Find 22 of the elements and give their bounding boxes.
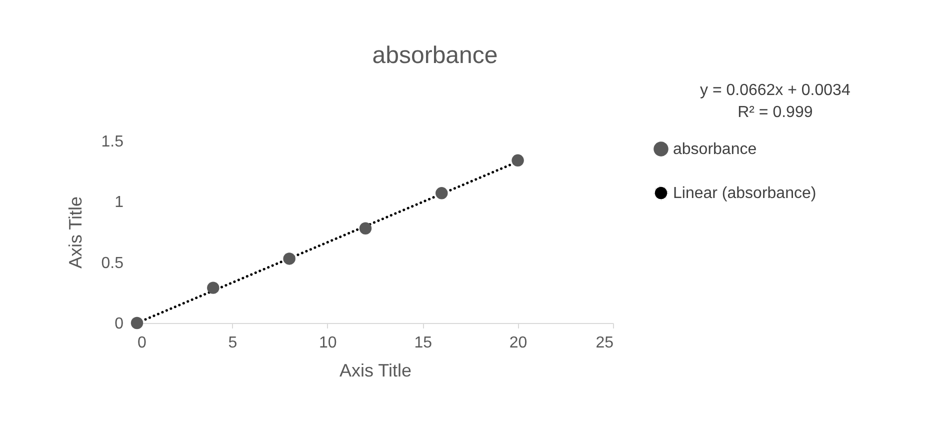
legend-label: absorbance	[673, 141, 757, 158]
equation-text: y = 0.0662x + 0.0034 R² = 0.999	[700, 81, 850, 123]
x-tick-label: 0	[138, 334, 146, 352]
x-tick-label: 10	[319, 334, 337, 352]
y-tick-label: 0.5	[101, 254, 124, 272]
y-tick-label: 0	[114, 316, 124, 332]
x-tick-label: 15	[414, 334, 432, 352]
x-tick-label: 5	[228, 334, 238, 352]
point	[359, 222, 372, 234]
x-tick-label: 20	[509, 334, 528, 352]
point	[512, 154, 524, 167]
point	[283, 252, 296, 265]
x-tick-label: 25	[596, 334, 614, 352]
y-axis-title: Axis Title	[65, 196, 86, 269]
point	[130, 316, 144, 330]
chart-title: absorbance	[372, 42, 498, 69]
point	[436, 187, 448, 200]
x-axis-title: Axis Title	[339, 360, 412, 380]
legend-label: Linear (absorbance)	[673, 185, 816, 202]
y-tick-label: 1.5	[101, 134, 124, 150]
point	[207, 282, 220, 294]
y-tick-label: 1	[114, 194, 124, 212]
